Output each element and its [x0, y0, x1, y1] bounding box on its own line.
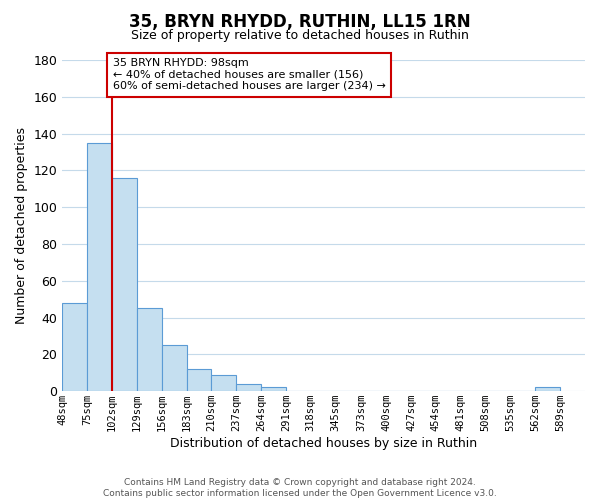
Text: Contains HM Land Registry data © Crown copyright and database right 2024.
Contai: Contains HM Land Registry data © Crown c…	[103, 478, 497, 498]
Bar	[161, 345, 187, 391]
Bar	[112, 178, 137, 391]
Text: Size of property relative to detached houses in Ruthin: Size of property relative to detached ho…	[131, 29, 469, 42]
Bar	[87, 143, 112, 391]
X-axis label: Distribution of detached houses by size in Ruthin: Distribution of detached houses by size …	[170, 437, 477, 450]
Bar	[236, 384, 261, 391]
Bar	[137, 308, 161, 391]
Text: 35 BRYN RHYDD: 98sqm
← 40% of detached houses are smaller (156)
60% of semi-deta: 35 BRYN RHYDD: 98sqm ← 40% of detached h…	[113, 58, 386, 92]
Text: 35, BRYN RHYDD, RUTHIN, LL15 1RN: 35, BRYN RHYDD, RUTHIN, LL15 1RN	[129, 12, 471, 30]
Bar	[62, 303, 87, 391]
Bar	[187, 369, 211, 391]
Bar	[211, 374, 236, 391]
Bar	[535, 388, 560, 391]
Bar	[261, 388, 286, 391]
Y-axis label: Number of detached properties: Number of detached properties	[15, 127, 28, 324]
